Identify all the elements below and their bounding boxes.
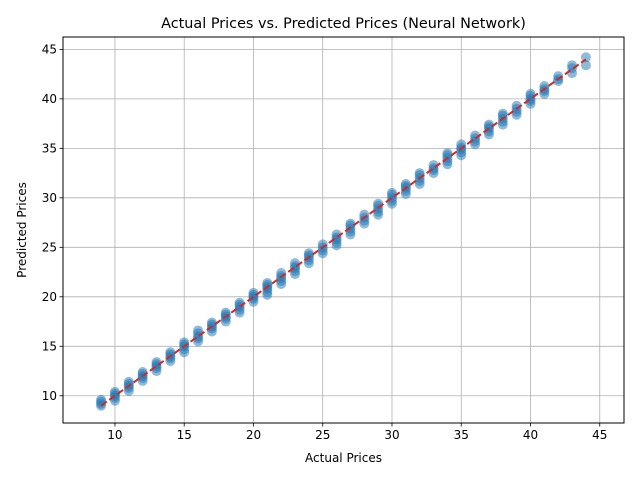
data-point bbox=[483, 119, 494, 130]
y-axis-label: Predicted Prices bbox=[15, 182, 29, 278]
data-point bbox=[470, 130, 481, 141]
x-tick-label: 30 bbox=[384, 428, 399, 442]
y-tick-label: 10 bbox=[42, 389, 57, 403]
data-point bbox=[345, 218, 356, 229]
x-tick-label: 45 bbox=[592, 428, 607, 442]
y-tick-label: 45 bbox=[42, 43, 57, 57]
data-point bbox=[290, 258, 301, 269]
data-point bbox=[317, 239, 328, 250]
data-point bbox=[151, 357, 162, 368]
data-point bbox=[567, 60, 578, 71]
data-point bbox=[553, 71, 564, 82]
grid bbox=[63, 37, 624, 423]
data-point bbox=[539, 80, 550, 91]
data-point bbox=[193, 325, 204, 336]
data-point bbox=[580, 60, 591, 71]
data-point bbox=[109, 386, 120, 397]
x-tick-label: 20 bbox=[246, 428, 261, 442]
data-point bbox=[442, 148, 453, 159]
x-tick-label: 25 bbox=[315, 428, 330, 442]
x-axis-label: Actual Prices bbox=[305, 451, 382, 465]
y-tick-label: 35 bbox=[42, 142, 57, 156]
data-point bbox=[96, 394, 107, 405]
y-tick-label: 30 bbox=[42, 191, 57, 205]
data-point bbox=[580, 52, 591, 63]
data-point bbox=[497, 108, 508, 119]
data-point bbox=[428, 160, 439, 171]
y-tick-label: 40 bbox=[42, 92, 57, 106]
x-tick-label: 15 bbox=[177, 428, 192, 442]
data-point bbox=[262, 277, 273, 288]
y-tick-label: 15 bbox=[42, 340, 57, 354]
reference-line bbox=[100, 58, 587, 407]
y-axis-ticks: 10 15 20 25 30 35 40 45 bbox=[42, 43, 63, 403]
data-point bbox=[359, 209, 370, 220]
data-point bbox=[303, 248, 314, 259]
data-point bbox=[248, 287, 259, 298]
data-point bbox=[165, 347, 176, 358]
x-tick-label: 35 bbox=[454, 428, 469, 442]
x-tick-label: 40 bbox=[523, 428, 538, 442]
y-tick-label: 25 bbox=[42, 241, 57, 255]
x-axis-ticks: 10 15 20 25 30 35 40 45 bbox=[107, 423, 607, 442]
data-point bbox=[511, 100, 522, 111]
plot-frame bbox=[62, 36, 625, 424]
y-tick-label: 20 bbox=[42, 290, 57, 304]
x-tick-label: 10 bbox=[107, 428, 122, 442]
data-point bbox=[331, 229, 342, 240]
data-point bbox=[400, 178, 411, 189]
data-point bbox=[206, 317, 217, 328]
chart-title: Actual Prices vs. Predicted Prices (Neur… bbox=[161, 16, 526, 32]
data-points bbox=[96, 52, 591, 411]
